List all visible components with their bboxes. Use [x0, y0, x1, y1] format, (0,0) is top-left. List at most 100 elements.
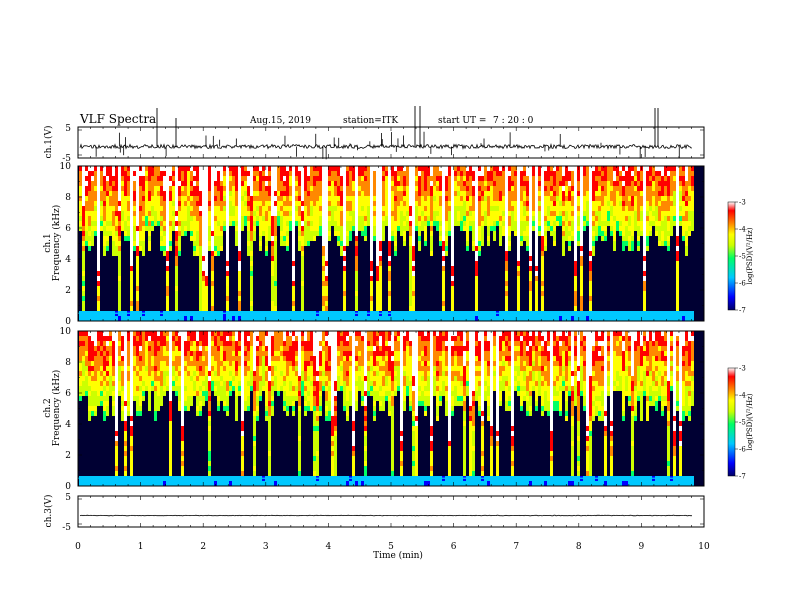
spectrogram-cell	[388, 286, 391, 291]
spectrogram-cell	[253, 231, 256, 236]
spectrogram-cell	[109, 381, 112, 386]
spectrogram-cell	[106, 366, 109, 371]
spectrogram-cell	[190, 356, 193, 361]
spectrogram-cell	[274, 201, 277, 206]
spectrogram-cell	[466, 221, 469, 226]
spectrogram-cell	[208, 246, 211, 251]
spectrogram-cell	[421, 166, 424, 171]
spectrogram-cell	[580, 251, 583, 256]
spectrogram-cell	[127, 341, 130, 346]
spectrogram-cell	[79, 201, 82, 206]
spectrogram-cell	[337, 181, 340, 186]
spectrogram-cell	[115, 236, 118, 241]
spectrogram-cell	[358, 216, 361, 221]
spectrogram-cell	[499, 206, 502, 211]
spectrogram-cell	[199, 291, 202, 296]
spectrogram-cell	[376, 306, 379, 311]
spectrogram-cell	[301, 221, 304, 226]
spectrogram-cell	[271, 271, 274, 276]
spectrogram-cell	[304, 171, 307, 176]
spectrogram-cell	[679, 216, 682, 221]
spectrogram-cell	[262, 216, 265, 221]
spectrogram-cell	[238, 171, 241, 176]
spectrogram-cell	[664, 221, 667, 226]
spectrogram-cell	[238, 186, 241, 191]
spectrogram-cell	[502, 226, 505, 231]
spectrogram-cell	[322, 231, 325, 236]
spectrogram-cell	[148, 211, 151, 216]
spectrogram-cell	[82, 346, 85, 351]
spectrogram-cell	[496, 191, 499, 196]
spectrogram-cell	[568, 241, 571, 246]
spectrogram-cell	[322, 221, 325, 226]
spectrogram-cell	[199, 281, 202, 286]
spectrogram-cell	[82, 341, 85, 346]
spectrogram-cell	[358, 211, 361, 216]
spectrogram-cell	[196, 346, 199, 351]
spectrogram-cell	[487, 176, 490, 181]
spectrogram-cell	[619, 176, 622, 181]
spectrogram-cell	[94, 351, 97, 356]
spectrogram-cell	[136, 301, 139, 306]
spectrogram-cell	[169, 456, 172, 461]
spectrogram-cell	[91, 241, 94, 246]
spectrogram-cell	[457, 176, 460, 181]
spectrogram-cell	[112, 391, 115, 396]
spectrogram-cell	[136, 261, 139, 266]
spectrogram-cell	[388, 306, 391, 311]
spectrogram-cell	[397, 201, 400, 206]
spectrogram-cell	[175, 281, 178, 286]
spectrogram-cell	[508, 221, 511, 226]
spectrogram-cell	[106, 211, 109, 216]
spectrogram-cell	[310, 231, 313, 236]
spectrogram-cell	[112, 211, 115, 216]
spectrogram-cell	[535, 181, 538, 186]
spectrogram-cell	[79, 316, 82, 321]
spectrogram-cell	[322, 281, 325, 286]
spectrogram-cell	[493, 181, 496, 186]
spectrogram-cell	[166, 291, 169, 296]
spectrogram-cell	[643, 186, 646, 191]
spectrogram-cell	[418, 246, 421, 251]
spectrogram-cell	[475, 211, 478, 216]
spectrogram-cell	[346, 171, 349, 176]
spectrogram-cell	[112, 371, 115, 376]
spectrogram-cell	[598, 171, 601, 176]
spectrogram-cell	[448, 191, 451, 196]
spectrogram-cell	[622, 226, 625, 231]
spectrogram-cell	[286, 201, 289, 206]
colorbar-tick-label: -5	[739, 253, 746, 261]
spectrogram-cell	[307, 226, 310, 231]
spectrogram-cell	[379, 206, 382, 211]
spectrogram-cell	[412, 286, 415, 291]
spectrogram-cell	[517, 316, 520, 321]
spectrogram-cell	[178, 216, 181, 221]
spectrogram-cell	[166, 221, 169, 226]
spectrogram-cell	[187, 331, 190, 336]
spectrogram-cell	[181, 196, 184, 201]
spectrogram-cell	[319, 216, 322, 221]
spectrogram-cell	[646, 236, 649, 241]
spectrogram-cell	[292, 191, 295, 196]
spectrogram-cell	[157, 171, 160, 176]
spectrogram-cell	[178, 196, 181, 201]
spectrogram-cell	[595, 231, 598, 236]
spectrogram-cell	[229, 316, 232, 321]
spectrogram-cell	[97, 371, 100, 376]
spectrogram-cell	[190, 181, 193, 186]
start-label: start UT =	[438, 116, 486, 126]
spectrogram-cell	[181, 421, 184, 426]
spectrogram-cell	[190, 216, 193, 221]
spectrogram-cell	[355, 216, 358, 221]
spectrogram-cell	[181, 171, 184, 176]
spectrogram-cell	[394, 216, 397, 221]
spectrogram-cell	[229, 176, 232, 181]
spectrogram-cell	[121, 216, 124, 221]
spectrogram-cell	[97, 306, 100, 311]
spectrogram-cell	[571, 216, 574, 221]
spectrogram-cell	[292, 286, 295, 291]
spectrogram-cell	[520, 171, 523, 176]
spectrogram-cell	[484, 166, 487, 171]
spectrogram-cell	[127, 481, 130, 486]
spectrogram-cell	[199, 341, 202, 346]
